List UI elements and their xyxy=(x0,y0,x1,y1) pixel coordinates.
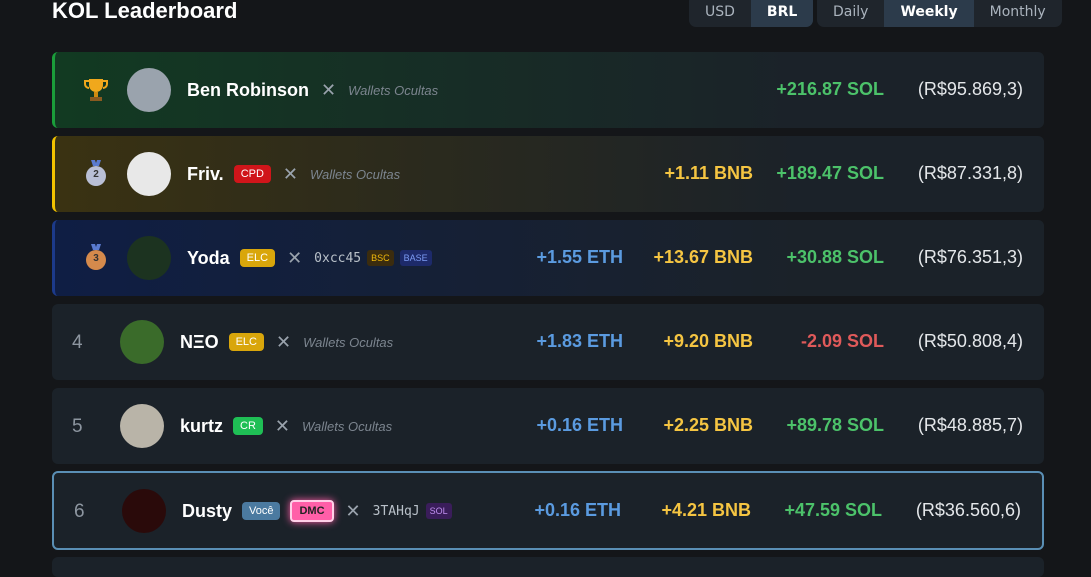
kol-info: Yoda ELC ✕ 0xcc45 BSC BASE xyxy=(187,220,432,296)
currency-button[interactable]: USD xyxy=(705,4,735,20)
period-button[interactable]: Monthly xyxy=(989,4,1046,20)
kol-name[interactable]: Friv. xyxy=(187,163,224,184)
sol-value: +30.88 SOL xyxy=(786,247,884,267)
rank: 5 xyxy=(72,416,83,437)
avatar xyxy=(127,68,171,112)
wallet[interactable]: 3TAHqJ xyxy=(372,503,420,519)
avatar xyxy=(127,236,171,280)
eth-value: +0.16 ETH xyxy=(536,415,623,435)
kol-name[interactable]: Ben Robinson xyxy=(187,79,309,100)
leaderboard-row[interactable]: 5 kurtz CR ✕ Wallets Ocultas +0.16 ETH +2.25 B… xyxy=(52,388,1044,464)
x-link[interactable]: ✕ xyxy=(282,163,299,184)
trophy xyxy=(83,76,109,104)
sol-value: +189.47 SOL xyxy=(776,163,884,183)
currency-button[interactable]: BRL xyxy=(750,0,814,27)
badge: CR xyxy=(233,417,263,435)
sol-value: +216.87 SOL xyxy=(776,79,884,99)
medal: 2 xyxy=(83,160,109,188)
avatar xyxy=(122,489,166,533)
badge: ELC xyxy=(228,333,264,351)
wallet[interactable]: Wallets Ocultas xyxy=(303,334,394,350)
badge: ELC xyxy=(239,249,276,267)
kol-name[interactable]: Dusty xyxy=(182,500,233,521)
eth-value: +1.83 ETH xyxy=(536,331,623,351)
rank: 4 xyxy=(72,332,83,353)
bnb-value: +4.21 BNB xyxy=(661,500,751,520)
eth-value: +1.55 ETH xyxy=(536,247,623,267)
sol-value: -2.09 SOL xyxy=(800,331,884,351)
kol-info: Dusty Você DMC ✕ 3TAHqJ SOL xyxy=(182,473,452,549)
currency-toggle: USD BRL xyxy=(689,0,814,27)
fiat-value: (R$50.808,4) xyxy=(917,331,1023,351)
medal-number: 2 xyxy=(93,169,99,180)
leaderboard-row[interactable]: 4 NΞO ELC ✕ Wallets Ocultas +1.83 ETH +9.20 BN… xyxy=(52,304,1044,380)
x-link[interactable]: ✕ xyxy=(274,415,290,436)
next-row xyxy=(52,557,1044,577)
leaderboard-row[interactable]: Ben Robinson ✕ Wallets Ocultas +216.87 SOL (… xyxy=(52,52,1044,128)
kol-name[interactable]: Yoda xyxy=(187,247,230,268)
leaderboard-row[interactable]: 2 Friv. CPD ✕ Wallets Ocultas +1.11 BNB +189.4… xyxy=(52,136,1044,212)
wallet[interactable]: Wallets Ocultas xyxy=(302,418,393,434)
sol-value: +47.59 SOL xyxy=(784,500,882,520)
leaderboard-row[interactable]: 6 Dusty Você DMC ✕ 3TAHqJ SOL +0.16 ETH +4.21 BN… xyxy=(52,471,1044,550)
fiat-value: (R$36.560,6) xyxy=(915,500,1021,520)
wallet[interactable]: Wallets Ocultas xyxy=(348,82,439,98)
medal-number: 3 xyxy=(93,253,99,264)
fiat-value: (R$48.885,7) xyxy=(917,415,1023,435)
period-button[interactable]: Daily xyxy=(833,4,869,20)
chain-tag: BSC xyxy=(367,250,394,266)
bnb-value: +2.25 BNB xyxy=(663,415,753,435)
badge: CPD xyxy=(233,165,271,183)
kol-info: NΞO ELC ✕ Wallets Ocultas xyxy=(180,304,393,380)
rank: 6 xyxy=(74,501,85,522)
kol-name[interactable]: kurtz xyxy=(180,415,224,436)
kol-info: Ben Robinson ✕ Wallets Ocultas xyxy=(187,52,438,128)
period-toggle: Daily Weekly Monthly xyxy=(817,0,1062,27)
chain-tag: BASE xyxy=(399,250,432,266)
avatar xyxy=(127,152,171,196)
wallet[interactable]: Wallets Ocultas xyxy=(310,166,401,182)
x-link[interactable]: ✕ xyxy=(287,247,303,268)
bnb-value: +13.67 BNB xyxy=(653,247,753,267)
leaderboard-row[interactable]: 3 Yoda ELC ✕ 0xcc45 BSC BASE +1.55 ETH +13.67 BN… xyxy=(52,220,1044,296)
fiat-value: (R$76.351,3) xyxy=(917,247,1023,267)
x-link[interactable]: ✕ xyxy=(276,331,292,352)
kol-name[interactable]: NΞO xyxy=(180,331,219,352)
kol-info: Friv. CPD ✕ Wallets Ocultas xyxy=(187,136,400,212)
kol-info: kurtz CR ✕ Wallets Ocultas xyxy=(180,388,392,464)
badge: Você xyxy=(242,502,281,520)
wallet[interactable]: 0xcc45 xyxy=(314,250,362,266)
medal: 3 xyxy=(83,244,109,272)
x-link[interactable]: ✕ xyxy=(345,500,361,521)
badge: DMC xyxy=(290,500,334,522)
sol-value: +89.78 SOL xyxy=(786,415,884,435)
x-link[interactable]: ✕ xyxy=(321,79,337,100)
bnb-value: +1.11 BNB xyxy=(664,163,753,183)
chain-tag: SOL xyxy=(425,503,452,519)
period-button[interactable]: Weekly xyxy=(884,0,974,27)
fiat-value: (R$87.331,8) xyxy=(917,163,1023,183)
avatar xyxy=(120,404,164,448)
fiat-value: (R$95.869,3) xyxy=(917,79,1023,99)
bnb-value: +9.20 BNB xyxy=(663,331,753,351)
title: KOL Leaderboard xyxy=(52,0,238,23)
eth-value: +0.16 ETH xyxy=(534,500,621,520)
avatar xyxy=(120,320,164,364)
